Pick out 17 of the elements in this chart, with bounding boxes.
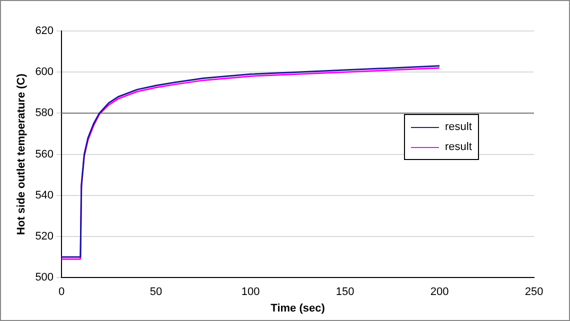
x-tick-label: 200: [430, 286, 449, 298]
x-tick-label: 250: [524, 286, 544, 298]
y-tick-label: 520: [35, 230, 54, 243]
x-tick-label: 50: [150, 286, 162, 298]
y-axis-title: Hot side outlet temperature (C): [16, 73, 28, 235]
y-tick-label: 560: [35, 148, 54, 160]
y-tick-label: 500: [35, 272, 54, 284]
x-tick-label: 100: [241, 286, 260, 298]
x-tick-label: 0: [58, 286, 65, 298]
x-axis-title: Time (sec): [270, 302, 326, 314]
y-tick-label: 580: [35, 107, 54, 120]
y-tick-label: 540: [35, 189, 54, 202]
y-tick-label: 600: [35, 66, 54, 78]
y-tick-label: 620: [35, 25, 54, 38]
x-tick-label: 150: [336, 286, 354, 298]
legend-label: result: [445, 141, 472, 154]
legend-label: result: [445, 121, 472, 134]
